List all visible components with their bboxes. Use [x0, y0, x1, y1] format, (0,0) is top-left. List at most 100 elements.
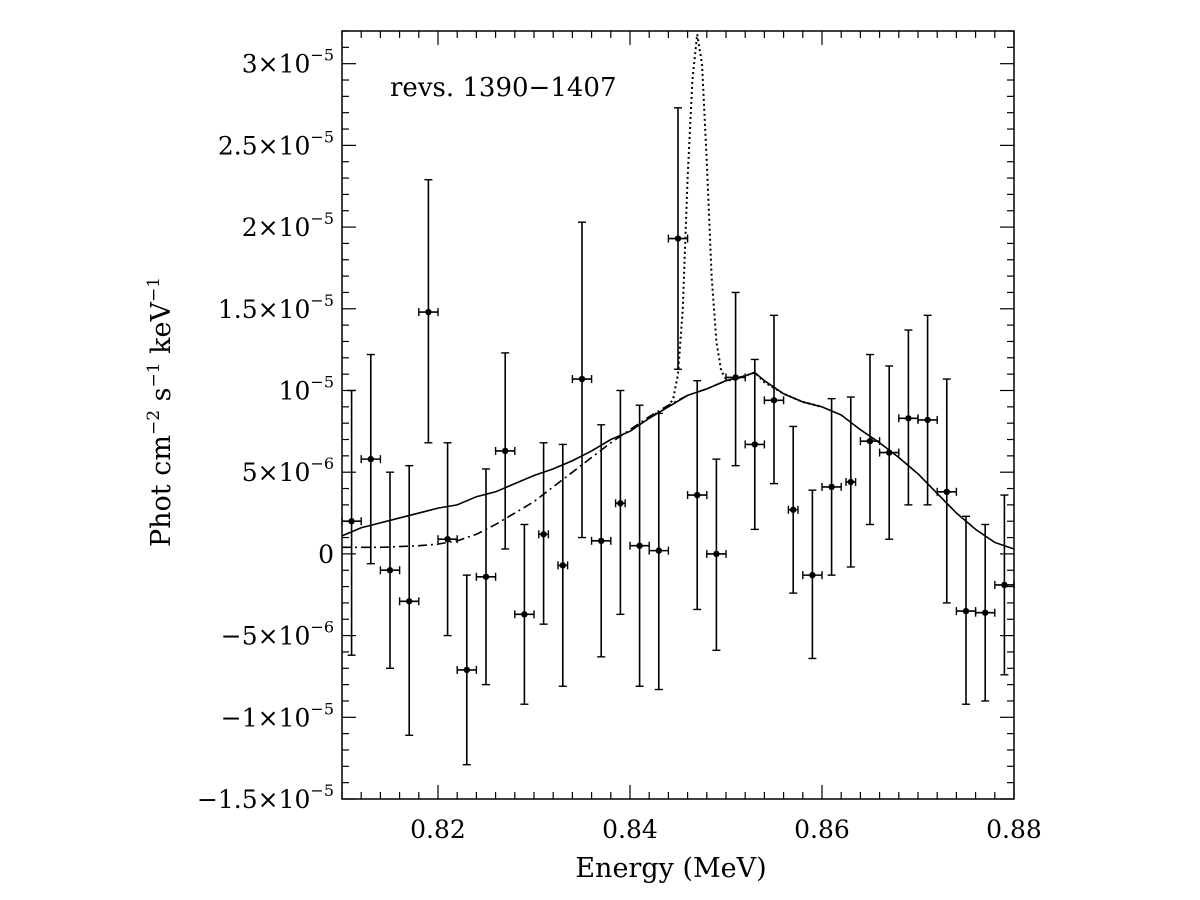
point-marker: [578, 375, 586, 383]
y-label-sup-f: −1: [144, 277, 164, 302]
y-tick-label: 10−5: [279, 372, 334, 405]
y-tick-label: −1.5×10−5: [197, 781, 334, 814]
data-point: [538, 442, 550, 625]
point-marker: [847, 478, 854, 486]
data-point: [648, 412, 670, 691]
data-point: [437, 442, 458, 637]
point-marker: [713, 550, 720, 558]
data-point: [514, 523, 535, 705]
data-point: [706, 458, 727, 652]
point-marker: [463, 666, 470, 674]
y-label-part-c: s: [146, 388, 177, 410]
point-marker: [540, 531, 547, 538]
data-point: [590, 424, 612, 658]
point-marker: [962, 607, 970, 615]
model-curve-solid: [341, 371, 1015, 550]
y-tick-label: 2.5×10−5: [218, 127, 334, 160]
data-point: [379, 471, 401, 669]
x-tick-label: 0.82: [410, 815, 466, 844]
point-marker: [828, 483, 835, 491]
data-point: [456, 574, 478, 766]
point-marker: [559, 562, 566, 569]
data-point: [845, 396, 857, 568]
data-point: [398, 464, 420, 736]
data-point: [994, 494, 1015, 676]
point-marker: [982, 609, 989, 616]
axis-ticks: [341, 30, 1015, 800]
x-tick-label: 0.88: [986, 815, 1042, 844]
point-marker: [751, 441, 758, 448]
point-marker: [502, 447, 509, 455]
y-label-part-e: keV: [146, 302, 177, 363]
y-tick-label: 5×10−6: [242, 454, 334, 487]
point-marker: [482, 573, 490, 580]
data-point: [821, 397, 842, 576]
data-point: [475, 468, 497, 686]
y-tick-label: 0: [318, 540, 334, 569]
x-tick-label: 0.86: [794, 815, 850, 844]
point-marker: [521, 611, 528, 618]
point-marker: [386, 567, 394, 574]
y-label-sup-b: −2: [144, 410, 164, 435]
data-point: [341, 389, 362, 656]
model-curve-dashdot: [342, 371, 756, 549]
model-curve-dotted: [667, 34, 823, 408]
point-marker: [790, 506, 797, 513]
data-point: [802, 489, 823, 660]
point-marker: [886, 449, 893, 456]
y-label-part-a: Phot cm: [146, 435, 177, 547]
data-point: [686, 379, 708, 611]
point-marker: [924, 416, 931, 424]
point-marker: [943, 488, 950, 495]
plot-frame: [341, 30, 1015, 800]
point-marker: [425, 308, 432, 316]
data-point: [667, 107, 689, 370]
point-marker: [348, 518, 355, 525]
model-curves: [341, 34, 1015, 550]
y-axis-label: Phot cm−2 s−1 keV−1: [144, 277, 177, 547]
point-marker: [367, 455, 374, 463]
data-point: [494, 352, 516, 550]
data-point: [878, 365, 900, 540]
data-point: [898, 329, 919, 506]
point-marker: [866, 437, 874, 445]
data-point: [418, 178, 439, 444]
data-point: [557, 443, 569, 687]
tick-labels: 0.82 0.84 0.86 0.88 3×10−5 2.5×10−5 2×10−5 1.5×…: [197, 46, 1042, 844]
data-point: [744, 358, 766, 531]
point-marker: [406, 598, 413, 605]
point-marker: [444, 535, 451, 543]
point-marker: [770, 397, 778, 404]
point-marker: [636, 542, 643, 549]
revolutions-annotation: revs. 1390−1407: [390, 73, 617, 103]
data-point: [936, 378, 958, 604]
point-marker: [598, 537, 605, 545]
y-tick-label: 2×10−5: [242, 209, 334, 242]
y-tick-label: 3×10−5: [242, 46, 334, 79]
data-point: [614, 389, 626, 616]
y-label-sup-d: −1: [144, 362, 164, 387]
x-axis-label: Energy (MeV): [575, 853, 766, 884]
point-marker: [1001, 581, 1008, 589]
data-point: [917, 314, 938, 506]
point-marker: [732, 374, 739, 381]
y-tick-label: −5×10−6: [221, 618, 334, 651]
point-marker: [809, 571, 816, 579]
x-tick-label: 0.84: [602, 815, 658, 844]
data-point: [763, 314, 785, 485]
data-point: [629, 404, 650, 687]
point-marker: [694, 491, 701, 499]
data-point: [974, 523, 996, 702]
point-marker: [674, 235, 682, 242]
data-points: [341, 107, 1015, 766]
point-marker: [905, 415, 912, 422]
point-marker: [655, 547, 662, 554]
data-point: [571, 221, 593, 539]
point-marker: [617, 500, 624, 507]
data-point: [360, 353, 382, 565]
data-point: [725, 291, 746, 467]
data-point: [859, 353, 881, 526]
data-point: [955, 515, 977, 705]
y-tick-label: 1.5×10−5: [218, 291, 334, 324]
